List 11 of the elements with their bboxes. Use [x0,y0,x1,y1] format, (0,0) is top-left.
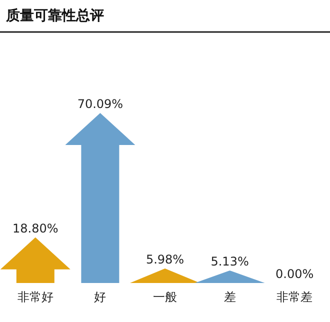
data-label: 70.09% [77,97,124,111]
x-tick-label: 好 [94,290,106,304]
x-tick-label: 非常差 [276,290,313,304]
chart-title: 质量可靠性总评 [5,7,104,24]
x-tick-label: 差 [224,290,236,304]
x-tick-label: 一般 [153,290,177,304]
data-label: 5.98% [146,252,184,266]
data-label: 18.80% [12,221,58,236]
data-label: 5.13% [210,254,249,269]
x-tick-label: 非常好 [17,290,54,304]
data-label: 0.00% [276,267,314,281]
